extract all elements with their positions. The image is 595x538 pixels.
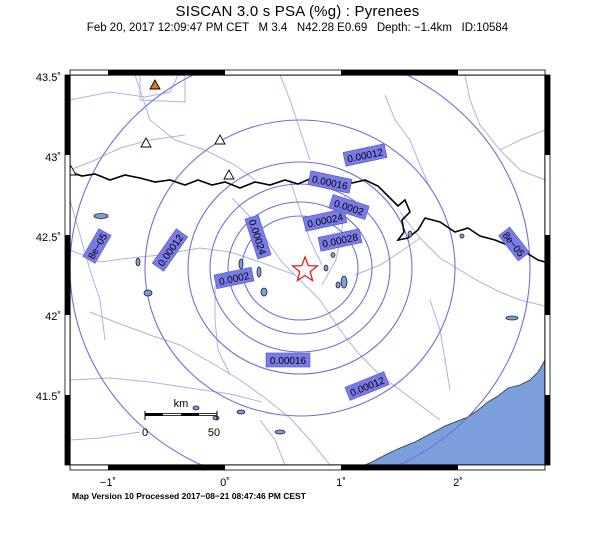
lon-tick-label: −1˚ [100,477,116,489]
sea-area [364,359,545,465]
epicenter-star-icon [290,255,320,283]
station-triangle-icon [223,169,235,180]
lon-tick-label: 2˚ [453,477,463,489]
scale-end: 50 [208,427,220,439]
station-triangle-icon [140,137,152,148]
map-background [70,75,545,465]
scale-start: 0 [142,427,148,439]
lat-tick-label: 42.5˚ [36,232,61,244]
map-version-footer: Map Version 10 Processed 2017−08−21 08:4… [72,491,306,501]
lat-tick-label: 43˚ [45,152,61,164]
lat-tick-label: 42˚ [45,311,61,323]
map-frame [64,69,551,471]
station-triangle-icon [70,165,77,176]
latitude-labels: 43.5˚ 43˚ 42.5˚ 42˚ 41.5˚ [36,72,61,403]
station-triangle-icon [149,79,161,90]
scale-unit: km [174,398,189,410]
national-border [70,171,545,263]
map-title: SISCAN 3.0 s PSA (%g) : Pyrenees [175,3,420,20]
contour-label: 0.00016 [265,352,311,368]
lat-tick-label: 41.5˚ [36,391,61,403]
station-triangle-icon [214,134,226,145]
longitude-labels: −1˚ 0˚ 1˚ 2˚ [100,477,463,489]
lon-tick-label: 1˚ [336,477,346,489]
rivers [70,75,545,465]
event-info: Feb 20, 2017 12:09:47 PM CET M 3.4 N42.2… [86,22,509,34]
contour-label: 0.00012 [342,143,388,167]
lat-tick-label: 43.5˚ [36,72,61,84]
lon-tick-label: 0˚ [220,477,230,489]
stations [70,79,235,180]
scale-bar: km 0 50 [142,398,220,439]
svg-text:0.00016: 0.00016 [270,356,307,367]
psa-contours [70,75,531,465]
